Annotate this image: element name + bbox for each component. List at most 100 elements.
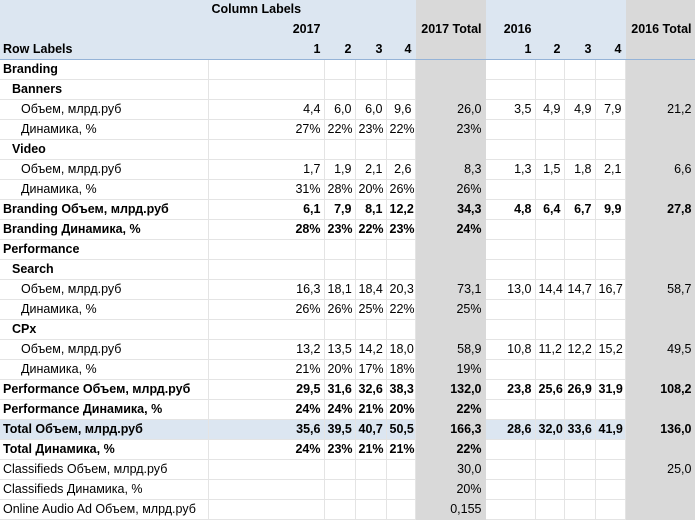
- value-cell: [355, 79, 387, 100]
- row-label: Объем, млрд.руб: [0, 279, 209, 300]
- value-cell: 11,2: [535, 339, 565, 360]
- value-cell: [485, 359, 536, 380]
- value-cell: [595, 239, 626, 260]
- value-cell: [324, 479, 356, 500]
- value-cell: 49,5: [625, 339, 695, 360]
- header-row: 2017 2017 Total 2016 2016 Total: [0, 19, 695, 40]
- value-cell: [564, 79, 596, 100]
- year-total-label: 2017 Total: [415, 19, 486, 40]
- header-cell: [324, 0, 356, 20]
- row-label: Branding: [0, 59, 209, 80]
- value-cell: 14,7: [564, 279, 596, 300]
- value-cell: [485, 59, 536, 80]
- data-row: Classifieds Объем, млрд.руб 30,0 25,0: [0, 459, 695, 480]
- data-row: Динамика, % 27% 22% 23% 22% 23%: [0, 119, 695, 140]
- value-cell: 4,9: [564, 99, 596, 120]
- value-cell: [535, 239, 565, 260]
- value-cell: 31%: [208, 179, 325, 200]
- value-cell: [535, 119, 565, 140]
- value-cell: [208, 459, 325, 480]
- value-cell: 40,7: [355, 419, 387, 440]
- value-cell: 18,0: [386, 339, 416, 360]
- header-cell: [386, 19, 416, 40]
- value-cell: 2,1: [595, 159, 626, 180]
- value-cell: 25%: [415, 299, 486, 320]
- value-cell: 7,9: [595, 99, 626, 120]
- value-cell: [386, 239, 416, 260]
- value-cell: 1,8: [564, 159, 596, 180]
- value-cell: [564, 319, 596, 340]
- row-labels: Row Labels: [0, 39, 209, 60]
- data-row: Search: [0, 259, 695, 280]
- value-cell: [485, 179, 536, 200]
- value-cell: 31,6: [324, 379, 356, 400]
- row-label: Banners: [0, 79, 209, 100]
- row-label: Объем, млрд.руб: [0, 159, 209, 180]
- value-cell: [535, 439, 565, 460]
- value-cell: 20%: [415, 479, 486, 500]
- value-cell: [564, 259, 596, 280]
- value-cell: 25%: [355, 299, 387, 320]
- value-cell: [595, 119, 626, 140]
- value-cell: 33,6: [564, 419, 596, 440]
- value-cell: [485, 399, 536, 420]
- value-cell: [625, 399, 695, 420]
- value-cell: 31,9: [595, 379, 626, 400]
- data-row: Объем, млрд.руб 4,4 6,0 6,0 9,6 26,0 3,5 4,9 4,9…: [0, 99, 695, 120]
- value-cell: [485, 139, 536, 160]
- value-cell: [535, 399, 565, 420]
- value-cell: 26%: [324, 299, 356, 320]
- header-cell: [355, 0, 387, 20]
- value-cell: 22%: [386, 299, 416, 320]
- row-label: Performance Динамика, %: [0, 399, 209, 420]
- value-cell: 25,6: [535, 379, 565, 400]
- header-row: Row Labels 1 2 3 4 1 2 3 4: [0, 39, 695, 60]
- value-cell: [208, 59, 325, 80]
- header-cell: [386, 0, 416, 20]
- row-label: Video: [0, 139, 209, 160]
- value-cell: [485, 479, 536, 500]
- value-cell: [355, 479, 387, 500]
- value-cell: 38,3: [386, 379, 416, 400]
- value-cell: [625, 219, 695, 240]
- value-cell: 41,9: [595, 419, 626, 440]
- value-cell: 1,3: [485, 159, 536, 180]
- quarter-label: 3: [355, 39, 387, 60]
- header-cell: [485, 0, 536, 20]
- value-cell: 26%: [208, 299, 325, 320]
- value-cell: [355, 239, 387, 260]
- value-cell: [386, 59, 416, 80]
- header-cell: [564, 19, 596, 40]
- value-cell: [595, 439, 626, 460]
- row-label: Объем, млрд.руб: [0, 99, 209, 120]
- data-row: Branding Динамика, % 28% 23% 22% 23% 24%: [0, 219, 695, 240]
- value-cell: 18,4: [355, 279, 387, 300]
- value-cell: 4,9: [535, 99, 565, 120]
- value-cell: 73,1: [415, 279, 486, 300]
- value-cell: 166,3: [415, 419, 486, 440]
- value-cell: 58,9: [415, 339, 486, 360]
- value-cell: [355, 139, 387, 160]
- value-cell: 27,8: [625, 199, 695, 220]
- value-cell: [535, 139, 565, 160]
- data-row: Динамика, % 21% 20% 17% 18% 19%: [0, 359, 695, 380]
- value-cell: [415, 79, 486, 100]
- row-label: Динамика, %: [0, 299, 209, 320]
- value-cell: 23%: [355, 119, 387, 140]
- value-cell: 26%: [415, 179, 486, 200]
- row-label: Объем, млрд.руб: [0, 339, 209, 360]
- value-cell: [564, 239, 596, 260]
- value-cell: 19%: [415, 359, 486, 380]
- data-row: Video: [0, 139, 695, 160]
- value-cell: 4,8: [485, 199, 536, 220]
- value-cell: [355, 59, 387, 80]
- value-cell: 21%: [386, 439, 416, 460]
- value-cell: [564, 299, 596, 320]
- value-cell: [535, 179, 565, 200]
- value-cell: [564, 179, 596, 200]
- quarter-label: 2: [535, 39, 565, 60]
- header-cell: [564, 0, 596, 20]
- value-cell: 9,6: [386, 99, 416, 120]
- value-cell: [208, 319, 325, 340]
